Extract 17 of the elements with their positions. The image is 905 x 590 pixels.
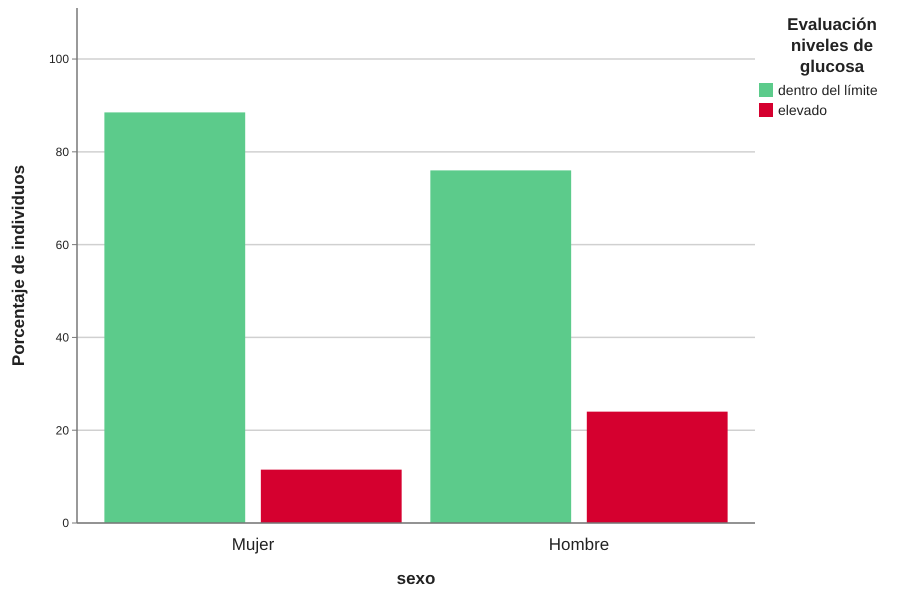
legend-label: dentro del límite <box>778 82 878 98</box>
x-axis-title: sexo <box>396 569 436 588</box>
y-tick-label: 100 <box>48 52 70 66</box>
y-axis-title: Porcentaje de individuos <box>9 164 28 366</box>
y-tick-label: 60 <box>56 238 70 252</box>
bar <box>586 412 728 523</box>
x-tick-label: Mujer <box>232 535 275 554</box>
y-tick-label: 20 <box>56 423 70 438</box>
bar <box>104 112 246 523</box>
x-tick-label: Hombre <box>548 535 610 554</box>
y-tick-label: 40 <box>56 330 70 345</box>
bar <box>430 170 572 523</box>
bar <box>260 470 402 523</box>
legend-label: elevado <box>778 102 828 118</box>
y-tick-label: 0 <box>62 516 70 530</box>
legend-title: Evaluación niveles de glucosa <box>787 15 877 76</box>
y-tick-label: 80 <box>56 145 70 160</box>
